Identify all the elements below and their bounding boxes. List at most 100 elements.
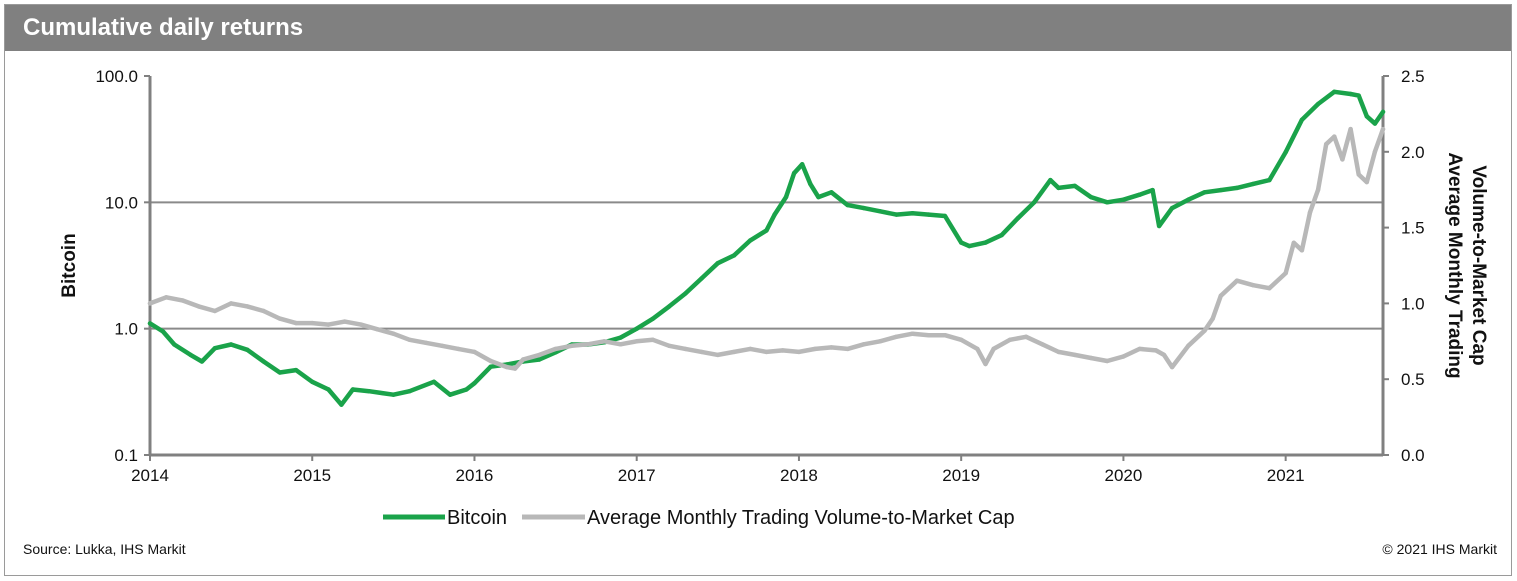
volume-point	[261, 308, 266, 314]
bitcoin-point	[959, 240, 964, 245]
bitcoin-point	[537, 357, 542, 362]
bitcoin-point	[1356, 93, 1361, 98]
bitcoin-point	[683, 291, 688, 296]
bitcoin-point	[748, 238, 753, 243]
volume-point	[212, 308, 218, 314]
legend-label-volume: Average Monthly Trading Volume-to-Market…	[587, 507, 1015, 529]
x-tick-label: 2019	[942, 466, 980, 485]
bitcoin-point	[634, 326, 639, 331]
bitcoin-point	[188, 352, 193, 358]
volume-point	[1218, 293, 1224, 298]
bitcoin-point	[1267, 177, 1272, 183]
y2-tick-label: 1.5	[1401, 219, 1425, 238]
bitcoin-point	[1032, 200, 1037, 205]
title-bar: Cumulative daily returns	[5, 5, 1511, 51]
bitcoin-point	[339, 402, 344, 407]
bitcoin-point	[808, 181, 813, 187]
volume-point	[910, 331, 915, 336]
volume-point	[342, 319, 347, 324]
bitcoin-point	[431, 379, 437, 384]
volume-point	[1315, 187, 1321, 192]
volume-point	[147, 301, 153, 306]
bitcoin-point	[447, 392, 453, 397]
bitcoin-point	[764, 228, 769, 233]
bitcoin-point	[1332, 89, 1337, 94]
x-tick-label: 2020	[1105, 466, 1143, 485]
bitcoin-point	[391, 392, 396, 397]
volume-point	[1153, 348, 1159, 353]
volume-point	[780, 348, 785, 353]
volume-point	[634, 339, 639, 344]
volume-point	[488, 358, 493, 364]
source-note: Source: Lukka, IHS Markit	[23, 541, 186, 557]
bitcoin-point	[942, 213, 948, 219]
volume-point	[277, 316, 282, 321]
volume-point	[504, 364, 510, 370]
volume-point	[942, 333, 948, 338]
bitcoin-point	[277, 370, 282, 375]
bitcoin-point	[926, 212, 931, 217]
volume-point	[1023, 334, 1029, 339]
y2-tick-label: 0.0	[1401, 446, 1425, 465]
bitcoin-point	[1283, 149, 1288, 155]
bitcoin-point	[1186, 197, 1191, 202]
bitcoin-point	[731, 253, 737, 258]
volume-point	[358, 322, 364, 327]
y2-tick-label: 2.5	[1401, 67, 1425, 86]
volume-point	[1283, 270, 1288, 276]
chart-title: Cumulative daily returns	[23, 14, 304, 41]
bitcoin-point	[1056, 185, 1061, 191]
bitcoin-point	[172, 342, 177, 347]
volume-point	[813, 346, 818, 352]
y-tick-label: 10.0	[105, 193, 138, 212]
volume-point	[1121, 354, 1126, 359]
volume-point	[1202, 328, 1207, 333]
y-axis-label: Bitcoin	[59, 233, 80, 297]
y2-tick-label: 2.0	[1401, 143, 1425, 162]
bitcoin-point	[350, 387, 355, 392]
volume-point	[748, 346, 753, 352]
volume-point	[1348, 126, 1353, 132]
volume-point	[569, 343, 574, 348]
volume-point	[959, 337, 964, 342]
volume-point	[715, 352, 720, 358]
volume-point	[293, 320, 299, 326]
bitcoin-point	[967, 243, 972, 249]
bitcoin-point	[699, 276, 704, 281]
volume-point	[228, 301, 234, 306]
bitcoin-point	[999, 232, 1004, 238]
volume-point	[472, 349, 477, 355]
volume-point	[423, 340, 428, 345]
volume-point	[894, 334, 899, 339]
volume-point	[1372, 149, 1378, 154]
bitcoin-point	[1169, 205, 1175, 211]
volume-point	[991, 346, 996, 352]
volume-point	[1040, 342, 1045, 347]
volume-point	[975, 346, 980, 352]
volume-point	[1105, 358, 1110, 364]
volume-point	[1267, 286, 1272, 291]
y-tick-label: 100.0	[95, 67, 138, 86]
bitcoin-point	[800, 162, 805, 167]
volume-point	[731, 349, 737, 355]
volume-point	[1380, 126, 1386, 132]
volume-point	[764, 349, 769, 355]
bitcoin-point	[1150, 187, 1155, 193]
bitcoin-point	[783, 194, 789, 200]
bitcoin-point	[326, 387, 331, 392]
x-tick-label: 2017	[618, 466, 656, 485]
volume-point	[310, 320, 315, 326]
bitcoin-point	[245, 347, 250, 352]
volume-point	[877, 339, 883, 344]
bitcoin-point	[894, 212, 899, 217]
volume-point	[667, 343, 672, 348]
bitcoin-point	[715, 261, 720, 266]
bitcoin-point	[488, 364, 493, 369]
bitcoin-point	[1299, 117, 1305, 123]
bitcoin-point	[1015, 215, 1021, 221]
bitcoin-point	[861, 205, 866, 211]
x-tick-label: 2015	[293, 466, 331, 485]
volume-point	[683, 346, 688, 352]
bitcoin-point	[1218, 187, 1224, 193]
bitcoin-point	[1348, 91, 1353, 97]
